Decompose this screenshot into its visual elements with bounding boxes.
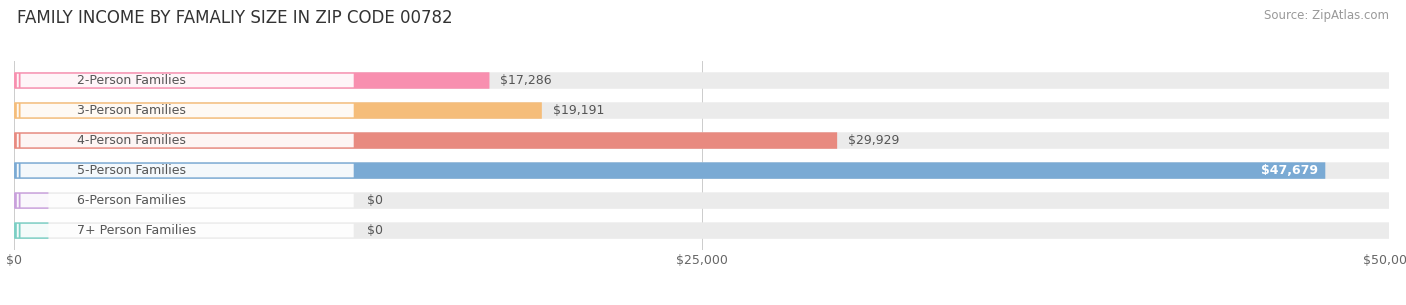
Text: 3-Person Families: 3-Person Families xyxy=(77,104,187,117)
FancyBboxPatch shape xyxy=(14,162,1326,179)
FancyBboxPatch shape xyxy=(14,192,48,209)
FancyBboxPatch shape xyxy=(14,222,1389,239)
Text: 7+ Person Families: 7+ Person Families xyxy=(77,224,197,237)
FancyBboxPatch shape xyxy=(17,104,354,117)
Text: $0: $0 xyxy=(367,194,384,207)
FancyBboxPatch shape xyxy=(14,132,1389,149)
FancyBboxPatch shape xyxy=(17,74,354,87)
Text: $17,286: $17,286 xyxy=(501,74,553,87)
FancyBboxPatch shape xyxy=(14,132,837,149)
FancyBboxPatch shape xyxy=(17,164,354,177)
Text: $29,929: $29,929 xyxy=(848,134,900,147)
Text: 5-Person Families: 5-Person Families xyxy=(77,164,187,177)
FancyBboxPatch shape xyxy=(14,72,1389,89)
FancyBboxPatch shape xyxy=(14,102,1389,119)
Text: 4-Person Families: 4-Person Families xyxy=(77,134,187,147)
FancyBboxPatch shape xyxy=(17,134,354,147)
Text: $19,191: $19,191 xyxy=(553,104,605,117)
Text: $47,679: $47,679 xyxy=(1261,164,1319,177)
FancyBboxPatch shape xyxy=(14,102,541,119)
Text: 2-Person Families: 2-Person Families xyxy=(77,74,187,87)
Text: FAMILY INCOME BY FAMALIY SIZE IN ZIP CODE 00782: FAMILY INCOME BY FAMALIY SIZE IN ZIP COD… xyxy=(17,9,453,27)
FancyBboxPatch shape xyxy=(14,162,1389,179)
FancyBboxPatch shape xyxy=(14,222,48,239)
FancyBboxPatch shape xyxy=(17,224,354,237)
FancyBboxPatch shape xyxy=(14,72,489,89)
Text: Source: ZipAtlas.com: Source: ZipAtlas.com xyxy=(1264,9,1389,22)
FancyBboxPatch shape xyxy=(14,192,1389,209)
Text: $0: $0 xyxy=(367,224,384,237)
FancyBboxPatch shape xyxy=(17,194,354,207)
Text: 6-Person Families: 6-Person Families xyxy=(77,194,187,207)
